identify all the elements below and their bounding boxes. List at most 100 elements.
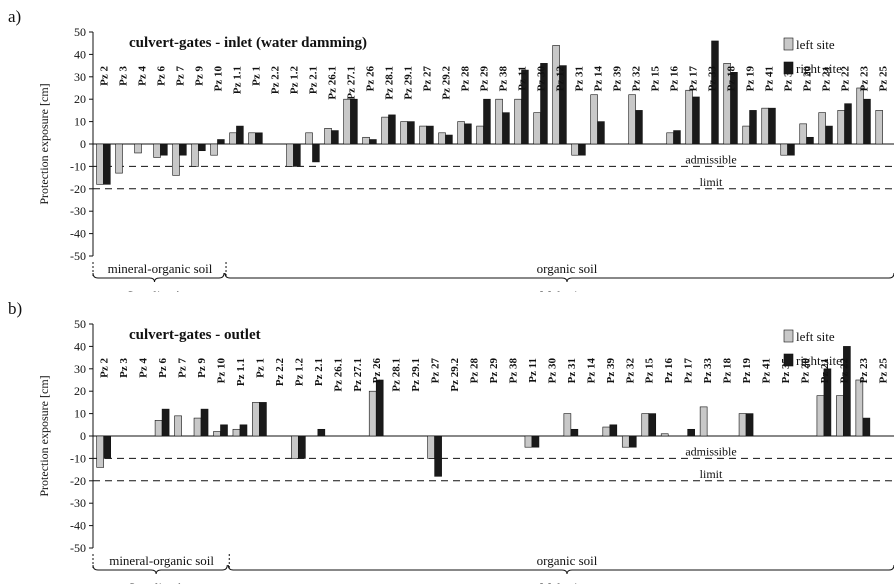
bar-right-site [823, 368, 832, 437]
category-label: Pz 3 [118, 358, 130, 378]
category-label: Pz 33 [702, 358, 714, 384]
category-label: Pz 26.1 [326, 66, 338, 100]
bar-right-site [531, 435, 540, 448]
bar-left-site [533, 112, 541, 145]
y-tick-label: 30 [74, 70, 86, 84]
bar-right-site [407, 121, 415, 145]
bar-right-site [239, 424, 248, 437]
bar-left-site [816, 395, 825, 437]
y-tick-label: -50 [70, 249, 86, 263]
bar-left-site [742, 125, 750, 145]
river-label: Supplier A [127, 288, 184, 292]
bar-right-site [648, 413, 657, 437]
bar-right-site [843, 346, 851, 437]
bar-left-site [780, 143, 788, 156]
bar-left-site [563, 413, 572, 437]
bar-left-site [856, 87, 864, 145]
bar-left-site [252, 402, 260, 437]
category-label: Pz 1.2 [293, 358, 305, 387]
category-label: Pz 18 [722, 358, 734, 384]
bar-left-site [191, 143, 199, 167]
legend-swatch [783, 61, 794, 75]
bar-left-site [343, 98, 351, 145]
river-label: Supplier A [128, 580, 185, 584]
category-label: Pz 22 [840, 66, 852, 92]
legend-label: right site [796, 353, 842, 368]
bar-left-site [818, 112, 826, 145]
category-label: Pz 15 [644, 358, 656, 384]
bar-right-site [220, 424, 228, 437]
category-label: Pz 2.1 [307, 66, 319, 94]
bar-right-site [350, 98, 358, 145]
category-label: Pz 7 [177, 358, 189, 378]
bar-left-site [799, 123, 807, 145]
category-label: Pz 39 [605, 358, 617, 384]
bar-left-site [154, 420, 163, 437]
bar-right-site [464, 123, 472, 145]
bar-right-site [806, 136, 814, 145]
bar-left-site [172, 143, 180, 176]
legend-label: right site [796, 61, 842, 76]
bar-right-site [434, 435, 442, 477]
bar-right-site [628, 435, 637, 448]
y-tick-label: 20 [74, 384, 86, 398]
y-tick-label: -10 [70, 451, 86, 465]
y-tick-label: -40 [70, 227, 86, 241]
y-tick-label: -40 [70, 519, 86, 533]
category-label: Pz 6 [155, 66, 167, 86]
panel-letter: a) [8, 7, 21, 26]
river-bracket [92, 272, 225, 283]
bar-right-site [745, 413, 754, 437]
panel-letter: b) [8, 299, 22, 318]
category-label: Pz 15 [650, 66, 662, 92]
bar-left-site [571, 143, 579, 156]
category-label: Pz 18 [726, 66, 738, 92]
category-label: Pz 4 [136, 66, 148, 86]
y-tick-label: -20 [70, 182, 86, 196]
river-bracket [227, 564, 894, 575]
bar-left-site [457, 121, 465, 145]
y-tick-label: 40 [74, 339, 86, 353]
category-label: Pz 19 [741, 358, 753, 384]
category-label: Pz 17 [688, 66, 700, 92]
category-label: Pz 28 [460, 66, 472, 92]
bar-left-site [134, 143, 142, 154]
category-label: Pz 4 [138, 358, 150, 378]
category-label: Pz 41 [761, 358, 773, 383]
bar-right-site [317, 428, 326, 437]
category-label: Pz 11 [527, 358, 539, 383]
bar-right-site [293, 143, 301, 167]
legend-label: left site [796, 329, 835, 344]
bar-left-site [660, 433, 669, 437]
category-label: Pz 23 [859, 66, 871, 92]
bar-left-site [174, 415, 182, 437]
category-label: Pz 28 [469, 358, 481, 384]
category-label: Pz 2 [98, 66, 110, 86]
category-label: Pz 16 [663, 358, 675, 384]
bar-right-site [687, 428, 695, 437]
bar-left-site [837, 110, 845, 145]
bar-left-site [419, 125, 427, 145]
bar-right-site [217, 139, 225, 145]
bar-right-site [578, 143, 586, 156]
category-label: Pz 20 [799, 358, 811, 384]
bar-right-site [255, 132, 263, 145]
y-tick-label: 30 [74, 362, 86, 376]
bar-left-site [495, 98, 503, 145]
bar-left-site [286, 143, 294, 167]
legend-swatch [783, 353, 794, 367]
category-label: Pz 26 [371, 358, 383, 384]
y-tick-label: -30 [70, 496, 86, 510]
bar-right-site [692, 96, 700, 145]
bar-right-site [673, 130, 681, 145]
category-label: Pz 6 [157, 358, 169, 378]
category-label: Pz 2.2 [274, 358, 286, 387]
category-label: Pz 27.1 [352, 358, 364, 392]
bar-left-site [381, 116, 389, 145]
y-tick-label: 10 [74, 115, 86, 129]
river-label: Mała river [540, 288, 595, 292]
bar-left-site [427, 435, 435, 459]
category-label: Pz 23 [858, 358, 870, 384]
bar-left-site [291, 435, 299, 459]
bar-left-site [438, 132, 446, 145]
